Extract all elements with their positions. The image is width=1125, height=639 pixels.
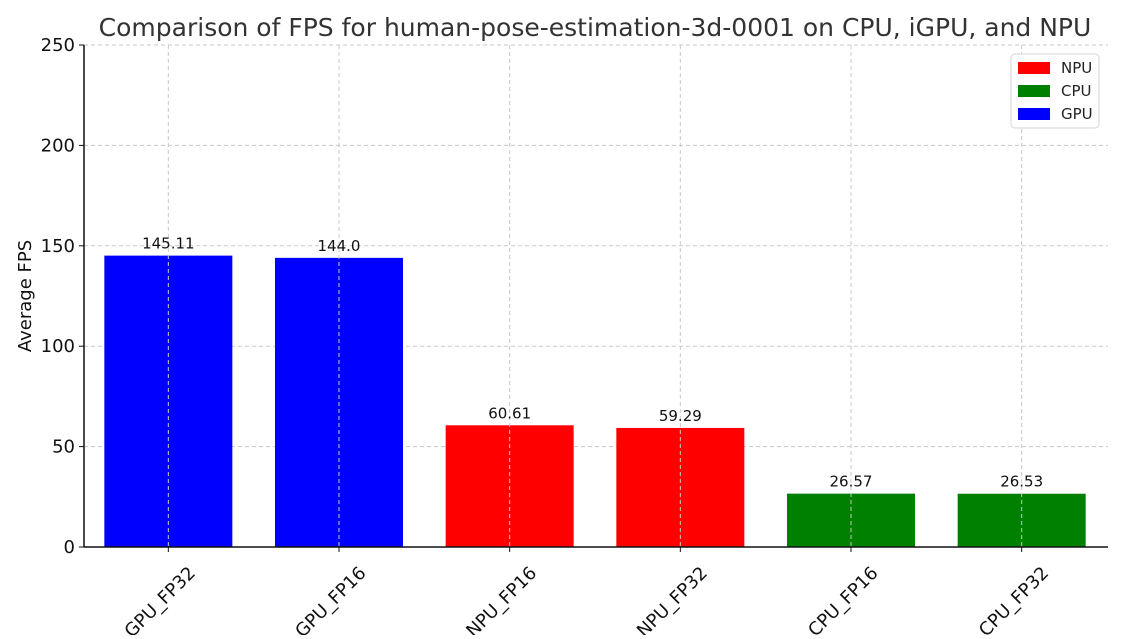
axes-layer xyxy=(83,45,1108,548)
y-tick-label: 0 xyxy=(64,537,75,558)
data-label: 145.11 xyxy=(142,235,195,253)
x-tick-label: CPU_FP32 xyxy=(975,563,1053,635)
data-label: 26.57 xyxy=(830,473,873,491)
legend-swatch xyxy=(1018,108,1050,120)
legend-swatch xyxy=(1018,85,1050,97)
x-tick-label: CPU_FP16 xyxy=(804,563,882,635)
y-tick-label: 100 xyxy=(41,336,75,357)
bars-layer xyxy=(104,255,1086,547)
legend-label: GPU xyxy=(1061,105,1093,123)
legend-swatch xyxy=(1018,62,1050,74)
data-label: 60.61 xyxy=(488,404,531,422)
data-label: 144.0 xyxy=(318,237,361,255)
legend: NPU CPU GPU xyxy=(1010,53,1100,129)
x-tick-label: GPU_FP16 xyxy=(291,563,370,635)
chart-title: Comparison of FPS for human-pose-estimat… xyxy=(99,13,1092,42)
y-tick-label: 50 xyxy=(52,437,75,458)
x-tick-label: NPU_FP32 xyxy=(633,563,712,635)
legend-label: NPU xyxy=(1061,59,1092,77)
data-label: 26.53 xyxy=(1000,473,1043,491)
x-tick-label: GPU_FP32 xyxy=(121,563,200,635)
legend-label: CPU xyxy=(1061,82,1092,100)
data-labels-layer: 145.11 144.0 60.61 59.29 26.57 26.53 xyxy=(142,45,1043,547)
data-label: 59.29 xyxy=(659,407,702,425)
x-tick-label: NPU_FP16 xyxy=(462,563,541,635)
grid-layer xyxy=(84,44,1108,548)
y-tick-label: 250 xyxy=(41,35,75,56)
y-tick-label: 200 xyxy=(41,135,75,156)
y-axis-label: Average FPS xyxy=(15,240,36,352)
y-tick-label: 150 xyxy=(41,236,75,257)
